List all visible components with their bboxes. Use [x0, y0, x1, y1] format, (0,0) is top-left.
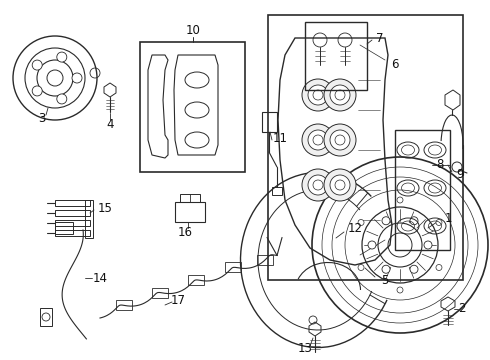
Circle shape [397, 197, 403, 203]
Text: 13: 13 [297, 342, 313, 355]
Circle shape [308, 175, 328, 195]
Text: 8: 8 [436, 158, 443, 171]
Circle shape [324, 124, 356, 156]
Bar [140, 42, 245, 172]
Bar [55, 222, 73, 234]
Bar [395, 130, 450, 250]
Circle shape [358, 265, 364, 270]
Bar [55, 220, 90, 226]
Circle shape [330, 175, 350, 195]
Text: 9: 9 [456, 168, 464, 181]
Bar [40, 308, 52, 326]
Text: 1: 1 [444, 211, 452, 225]
Text: 7: 7 [376, 31, 384, 45]
Circle shape [309, 316, 317, 324]
Bar [188, 275, 204, 285]
Bar [225, 262, 241, 273]
Circle shape [397, 287, 403, 293]
Bar [180, 194, 200, 202]
Text: 14: 14 [93, 271, 107, 284]
Bar [175, 202, 205, 222]
Bar [272, 187, 282, 195]
Circle shape [358, 220, 364, 225]
Text: 2: 2 [458, 302, 466, 315]
Circle shape [410, 265, 418, 273]
Bar [85, 200, 93, 238]
Text: 16: 16 [177, 226, 193, 239]
Circle shape [32, 86, 42, 96]
Circle shape [382, 265, 390, 273]
Text: 17: 17 [171, 293, 186, 306]
Bar [152, 288, 168, 298]
Circle shape [57, 94, 67, 104]
Text: 15: 15 [98, 202, 112, 215]
Bar [55, 210, 90, 216]
Circle shape [410, 217, 418, 225]
Circle shape [330, 85, 350, 105]
Circle shape [324, 79, 356, 111]
Circle shape [368, 241, 376, 249]
Text: 3: 3 [38, 112, 46, 125]
Circle shape [302, 79, 334, 111]
Circle shape [436, 220, 442, 225]
Bar [55, 230, 90, 236]
Circle shape [57, 52, 67, 62]
Text: 6: 6 [391, 58, 399, 72]
Text: 10: 10 [186, 23, 200, 36]
Circle shape [32, 60, 42, 70]
Text: 5: 5 [381, 274, 389, 287]
Circle shape [330, 130, 350, 150]
Bar [268, 15, 463, 280]
Circle shape [302, 124, 334, 156]
Circle shape [308, 130, 328, 150]
Text: 11: 11 [272, 131, 288, 144]
Bar [55, 200, 90, 206]
Circle shape [72, 73, 82, 83]
Circle shape [424, 241, 432, 249]
Bar [262, 112, 277, 132]
Circle shape [382, 217, 390, 225]
Bar [116, 300, 132, 310]
Circle shape [302, 169, 334, 201]
Text: 12: 12 [347, 221, 363, 234]
Circle shape [308, 85, 328, 105]
Circle shape [436, 265, 442, 270]
Circle shape [324, 169, 356, 201]
Bar [305, 22, 367, 90]
Text: 4: 4 [106, 118, 114, 131]
Bar [257, 255, 273, 265]
